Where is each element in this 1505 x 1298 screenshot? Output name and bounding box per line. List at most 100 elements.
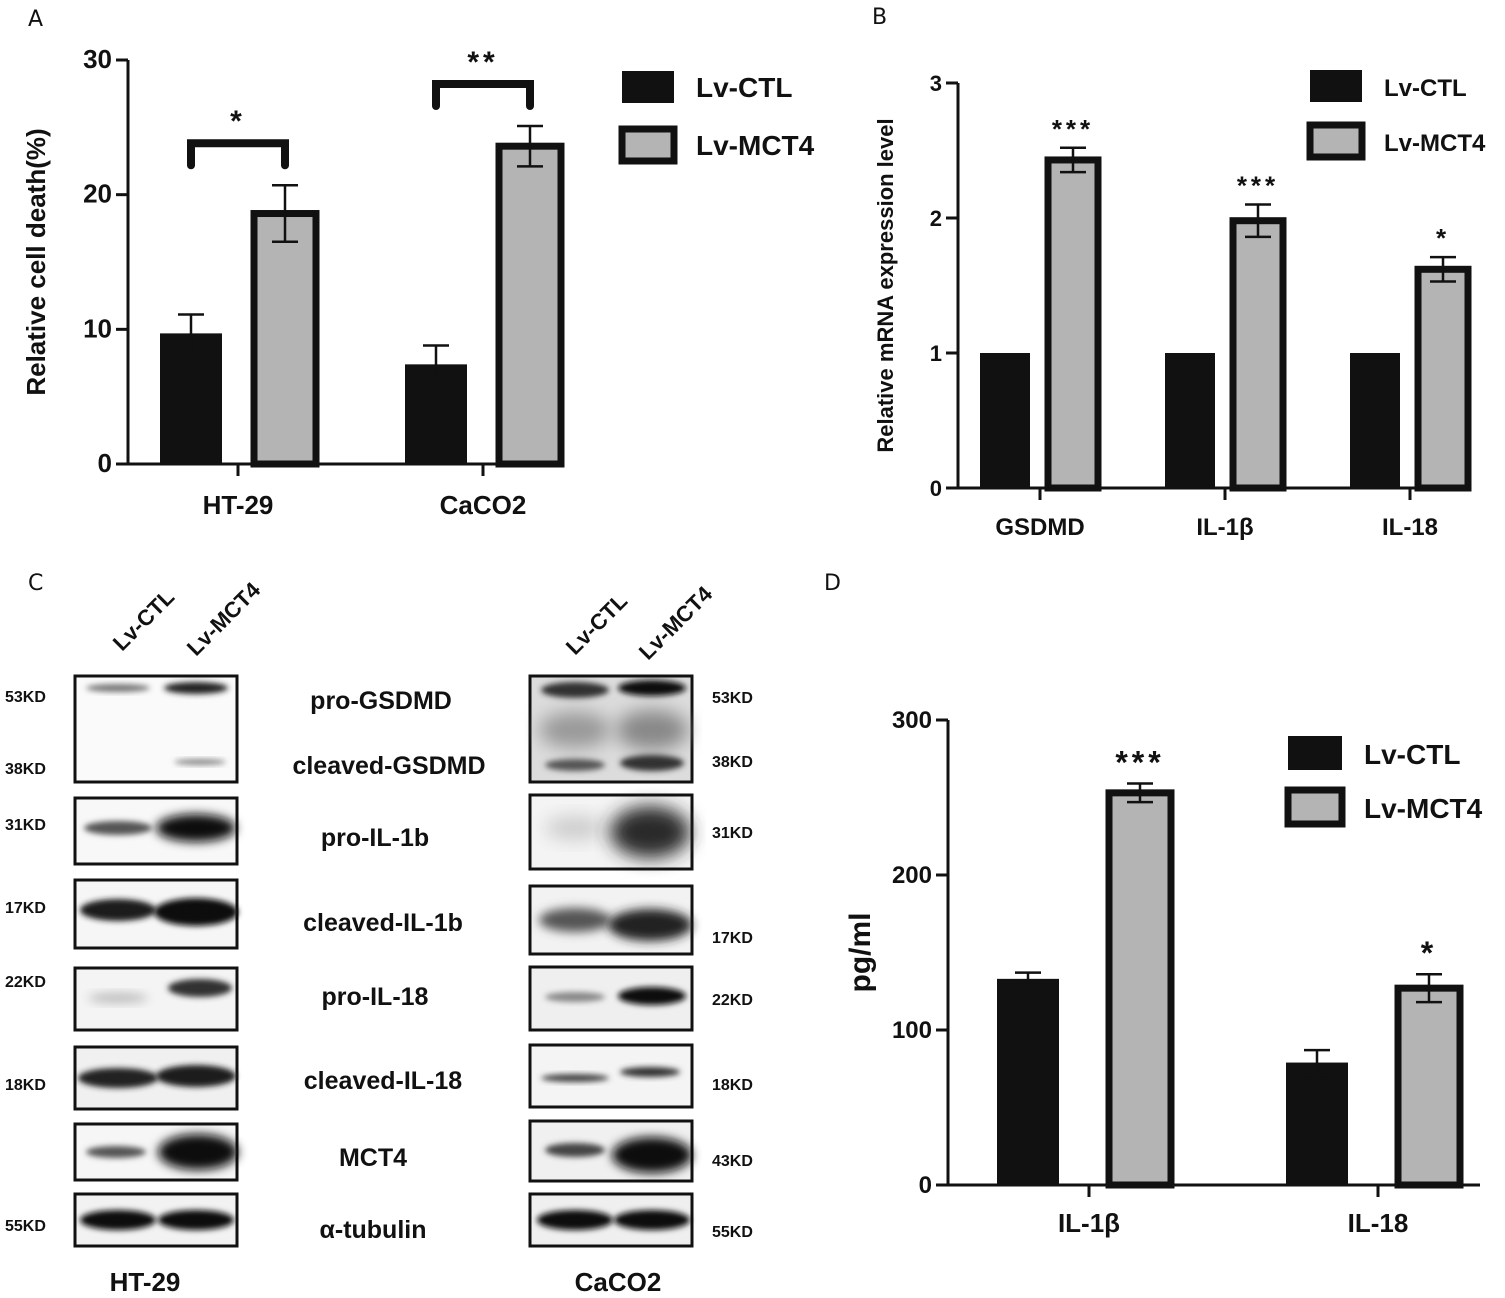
cell-line-label-caco2: CaCO2 <box>575 1267 662 1297</box>
blot-band <box>616 710 688 750</box>
y-tick-label: 100 <box>892 1017 932 1044</box>
y-tick-label: 2 <box>930 206 942 231</box>
blot-band <box>164 682 228 694</box>
bar <box>1286 1062 1348 1185</box>
chart-a-cell-death: 0 10 20 30 Relative cell death(%) HT-29 * CaCO2… <box>21 44 815 520</box>
x-tick-label: HT-29 <box>203 490 274 520</box>
marker-left-38kd: 38KD <box>5 761 46 778</box>
significance-marker: *** <box>1237 171 1279 201</box>
blot-band <box>545 992 605 1002</box>
protein-label-mct4: MCT4 <box>339 1144 407 1172</box>
protein-label-pro-il1b: pro-IL-1b <box>321 824 429 852</box>
protein-label-cleaved-il18: cleaved-IL-18 <box>304 1067 463 1095</box>
y-tick-label: 1 <box>930 341 942 366</box>
blot-band <box>545 1143 605 1157</box>
marker-left-22kd: 22KD <box>5 974 46 991</box>
bar <box>1229 217 1287 492</box>
y-tick-label: 3 <box>930 71 942 96</box>
blot-band <box>156 814 236 842</box>
blot-band <box>154 898 238 926</box>
y-tick-label: 0 <box>98 448 112 478</box>
legend-label: Lv-CTL <box>696 72 792 103</box>
bar <box>1165 353 1215 488</box>
blot-band <box>545 759 605 771</box>
lane-label-ht29-mct4: Lv-MCT4 <box>182 577 266 661</box>
legend-swatch <box>618 125 678 165</box>
blot-band <box>614 1210 690 1230</box>
significance-bracket <box>187 139 289 170</box>
significance-marker: *** <box>1052 114 1094 144</box>
protein-label-cleaved-il1b: cleaved-IL-1b <box>303 909 463 937</box>
marker-left-17kd: 17KD <box>5 900 46 917</box>
blot-band <box>618 987 686 1005</box>
legend-swatch <box>1306 121 1366 161</box>
blot-band <box>86 684 150 692</box>
legend-label: Lv-CTL <box>1364 739 1460 770</box>
marker-left-31kd: 31KD <box>5 817 46 834</box>
significance-marker: * <box>1421 935 1437 971</box>
y-tick-label: 30 <box>83 44 112 74</box>
blot-band <box>84 821 152 835</box>
lane-label-ht29-ctl: Lv-CTL <box>108 584 179 655</box>
significance-marker: ** <box>467 46 498 79</box>
x-tick-label: IL-1β <box>1058 1208 1120 1238</box>
protein-label-cleaved-gsdmd: cleaved-GSDMD <box>292 752 485 780</box>
y-axis-title: pg/ml <box>844 913 877 993</box>
blot-band <box>608 909 692 941</box>
y-axis-title: Relative mRNA expression level <box>873 118 898 452</box>
marker-right-53kd: 53KD <box>712 690 753 707</box>
blot-band <box>545 816 605 840</box>
bar <box>997 978 1059 1185</box>
y-axis-title: Relative cell death(%) <box>21 128 51 395</box>
blot-band <box>618 680 686 696</box>
blot-caco2 <box>528 674 694 1248</box>
blot-band <box>610 806 690 858</box>
significance-marker: * <box>230 105 246 138</box>
blot-band <box>174 759 226 765</box>
blot-band <box>86 1146 146 1158</box>
blot-band <box>537 1210 613 1230</box>
marker-right-18kd: 18KD <box>712 1077 753 1094</box>
blot-band <box>541 1074 609 1082</box>
chart-b-mrna-expression: 0 1 2 3 Relative mRNA expression level GSDMD *… <box>873 70 1486 541</box>
marker-right-17kd: 17KD <box>712 930 753 947</box>
blot-band <box>620 755 684 771</box>
bar <box>1044 156 1102 492</box>
bar <box>160 333 222 464</box>
bar <box>1414 265 1472 492</box>
panel-label-d: D <box>824 571 841 596</box>
blot-band <box>156 1065 236 1087</box>
bar <box>250 210 320 468</box>
blot-band <box>80 1210 156 1230</box>
blot-band <box>612 1137 692 1173</box>
marker-right-43kd: 43KD <box>712 1153 753 1170</box>
panel-label-b: B <box>872 5 887 30</box>
panel-label-c: C <box>28 571 43 596</box>
marker-right-38kd: 38KD <box>712 754 753 771</box>
y-tick-label: 0 <box>919 1172 932 1199</box>
blot-band <box>539 908 611 932</box>
bar <box>980 353 1030 488</box>
legend-swatch <box>1288 736 1342 770</box>
panel-label-a: A <box>28 7 43 32</box>
legend-swatch <box>1284 786 1346 828</box>
blot-band <box>158 1134 238 1170</box>
bar <box>1105 789 1175 1189</box>
blot-band <box>539 712 611 748</box>
blot-band <box>168 979 232 997</box>
bar <box>495 142 565 468</box>
blot-band <box>158 1210 234 1230</box>
y-tick-label: 0 <box>930 476 942 501</box>
marker-right-22kd: 22KD <box>712 992 753 1009</box>
chart-d-cytokine-levels: 0 100 200 300 pg/ml IL-1β *** IL-18 * Lv-CTL Lv-MC… <box>844 707 1483 1238</box>
legend-label: Lv-MCT4 <box>1384 130 1486 157</box>
significance-bracket <box>432 79 534 110</box>
legend-label: Lv-CTL <box>1384 75 1467 102</box>
protein-label-pro-gsdmd: pro-GSDMD <box>310 687 452 715</box>
x-tick-label: IL-1β <box>1196 514 1253 541</box>
protein-label-alpha-tubulin: α-tubulin <box>320 1216 427 1244</box>
marker-left-55kd: 55KD <box>5 1218 46 1235</box>
x-tick-label: GSDMD <box>995 514 1084 541</box>
y-tick-label: 300 <box>892 707 932 734</box>
